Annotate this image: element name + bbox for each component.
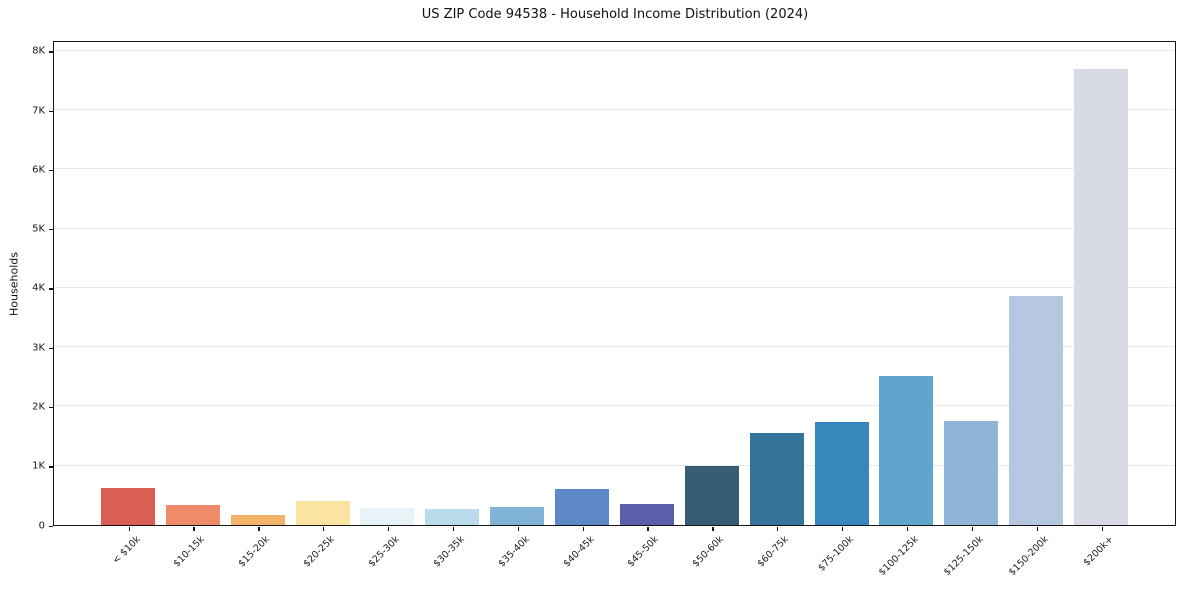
bar-40-45k bbox=[555, 489, 610, 525]
y-tick-mark bbox=[49, 110, 53, 112]
gridline bbox=[54, 464, 1175, 466]
gridline bbox=[54, 168, 1175, 170]
y-tick-label: 6K bbox=[32, 164, 45, 176]
x-tick-mark bbox=[258, 527, 260, 531]
x-tick-mark bbox=[517, 527, 519, 531]
x-tick-mark bbox=[323, 527, 325, 531]
bar-10k bbox=[101, 488, 155, 525]
y-tick-label: 8K bbox=[32, 45, 45, 57]
y-tick-mark bbox=[49, 525, 53, 527]
y-tick-mark bbox=[49, 347, 53, 349]
x-tick-mark bbox=[647, 527, 649, 531]
x-tick-mark bbox=[906, 527, 909, 531]
y-tick-mark bbox=[49, 466, 53, 468]
y-tick-mark bbox=[49, 229, 53, 231]
bar-60-75k bbox=[749, 432, 804, 525]
gridline bbox=[54, 227, 1175, 229]
x-tick-mark bbox=[971, 527, 974, 531]
bar-35-40k bbox=[490, 507, 545, 525]
y-tick-label: 2K bbox=[32, 401, 45, 413]
bar-150-200k bbox=[1009, 296, 1064, 525]
x-tick-mark bbox=[712, 527, 714, 531]
x-tick-mark bbox=[128, 527, 130, 531]
y-tick-label: 1K bbox=[32, 460, 45, 472]
bar-30-35k bbox=[425, 509, 480, 525]
bar-20-25k bbox=[295, 500, 350, 525]
gridline bbox=[54, 286, 1175, 288]
y-tick-label: 5K bbox=[32, 223, 45, 235]
chart-title: US ZIP Code 94538 - Household Income Dis… bbox=[421, 7, 809, 22]
gridline bbox=[54, 346, 1175, 348]
bar-100-125k bbox=[879, 375, 934, 525]
y-tick-label: 0 bbox=[38, 520, 45, 531]
bar-15-20k bbox=[230, 514, 285, 525]
x-tick-mark bbox=[777, 527, 779, 531]
x-tick-mark bbox=[193, 527, 195, 531]
bar-200k bbox=[1074, 68, 1128, 525]
x-tick-mark bbox=[582, 527, 584, 531]
gridline bbox=[54, 49, 1175, 51]
x-tick-mark bbox=[1036, 527, 1038, 531]
y-tick-mark bbox=[49, 406, 53, 409]
y-tick-label: 4K bbox=[32, 282, 45, 294]
x-tick-label: < $10k bbox=[110, 534, 143, 567]
y-tick-label: 7K bbox=[32, 105, 45, 117]
bar-25-30k bbox=[360, 508, 415, 525]
x-tick-mark bbox=[452, 527, 455, 531]
gridline bbox=[54, 405, 1175, 407]
bar-75-100k bbox=[814, 422, 869, 525]
bar-50-60k bbox=[684, 466, 739, 525]
y-tick-label: 3K bbox=[32, 342, 45, 354]
x-tick-mark bbox=[1101, 527, 1103, 531]
plot-area bbox=[53, 41, 1176, 526]
y-tick-mark bbox=[49, 51, 53, 53]
x-tick-mark bbox=[842, 527, 844, 531]
bar-125-150k bbox=[944, 420, 999, 525]
x-tick-mark bbox=[387, 527, 390, 531]
y-tick-mark bbox=[49, 169, 53, 172]
gridline bbox=[54, 109, 1175, 111]
bar-45-50k bbox=[619, 504, 674, 525]
y-tick-mark bbox=[49, 288, 53, 290]
bar-10-15k bbox=[165, 504, 220, 525]
